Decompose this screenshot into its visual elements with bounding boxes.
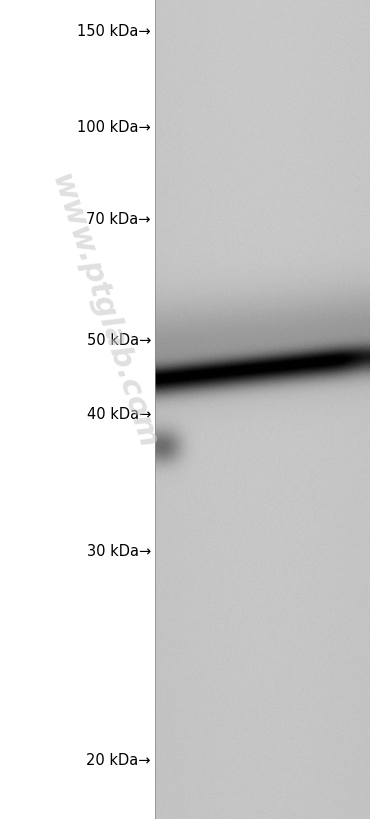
Text: 40 kDa→: 40 kDa→	[87, 406, 151, 421]
Bar	[155, 0, 370, 819]
Text: 30 kDa→: 30 kDa→	[87, 543, 151, 558]
Text: 150 kDa→: 150 kDa→	[77, 24, 151, 38]
Text: 100 kDa→: 100 kDa→	[77, 120, 151, 134]
Text: 20 kDa→: 20 kDa→	[87, 753, 151, 767]
Text: www.ptglab.com: www.ptglab.com	[46, 170, 162, 452]
Text: 50 kDa→: 50 kDa→	[87, 333, 151, 347]
Text: 70 kDa→: 70 kDa→	[87, 212, 151, 227]
